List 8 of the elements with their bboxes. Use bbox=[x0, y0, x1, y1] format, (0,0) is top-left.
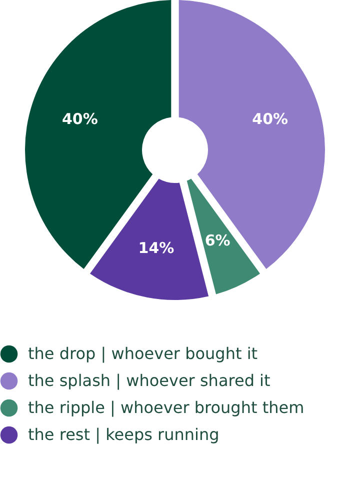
legend-label: the splash | whoever shared it bbox=[28, 371, 270, 390]
data-label: 40% bbox=[62, 110, 98, 128]
legend-label: the drop | whoever bought it bbox=[28, 344, 258, 363]
data-label: 14% bbox=[138, 239, 174, 258]
legend-label: the ripple | whoever brought them bbox=[28, 398, 304, 417]
legend-label: the rest | keeps running bbox=[28, 425, 220, 444]
data-label: 6% bbox=[204, 231, 230, 250]
data-label: 40% bbox=[252, 110, 288, 128]
